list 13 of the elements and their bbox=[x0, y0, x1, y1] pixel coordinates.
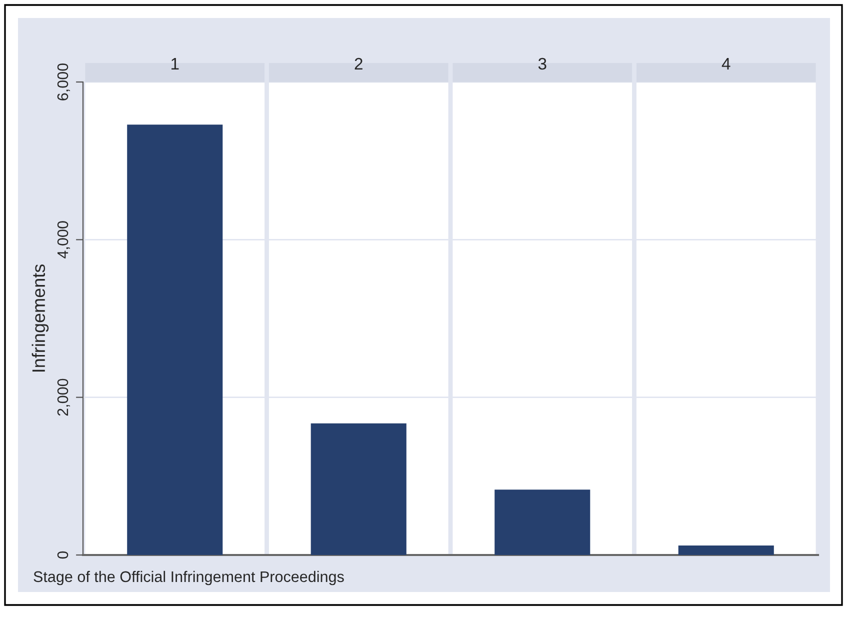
bar bbox=[494, 490, 590, 555]
y-tick-label: 6,000 bbox=[57, 63, 70, 100]
bar bbox=[678, 546, 774, 555]
x-tick-label: 4 bbox=[722, 58, 730, 70]
bar bbox=[310, 423, 406, 555]
x-tick-label: 3 bbox=[538, 58, 546, 70]
y-axis-title: Infringements bbox=[32, 264, 49, 372]
x-tick-label: 2 bbox=[354, 58, 362, 70]
x-tick-label: 1 bbox=[172, 58, 179, 70]
y-tick-label: 4,000 bbox=[57, 221, 70, 258]
x-axis-title: Stage of the Official Infringement Proceedings bbox=[34, 570, 344, 586]
y-tick-label: 0 bbox=[57, 551, 68, 559]
y-tick-label: 2,000 bbox=[57, 378, 70, 416]
